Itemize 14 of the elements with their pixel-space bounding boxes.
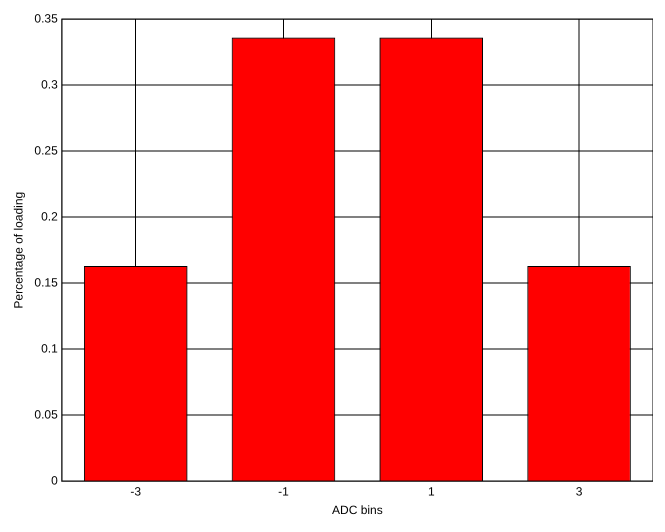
- y-tick-label: 0.35: [34, 12, 58, 26]
- y-tick-label: 0.2: [41, 210, 58, 224]
- y-tick-label: 0.25: [34, 144, 58, 158]
- y-tick-label: 0.1: [41, 342, 58, 356]
- x-tick-label: -1: [278, 484, 290, 499]
- y-axis-title: Percentage of loading: [12, 192, 26, 309]
- x-tick-label: 1: [428, 484, 435, 499]
- y-tick-label: 0.3: [41, 78, 58, 92]
- x-tick-label: 3: [576, 484, 583, 499]
- y-tick-label: 0: [51, 474, 58, 488]
- y-tick-label: 0.15: [34, 276, 58, 290]
- y-tick-label: 0.05: [34, 408, 58, 422]
- x-tick-label: -3: [130, 484, 142, 499]
- x-axis-title: ADC bins: [332, 503, 383, 518]
